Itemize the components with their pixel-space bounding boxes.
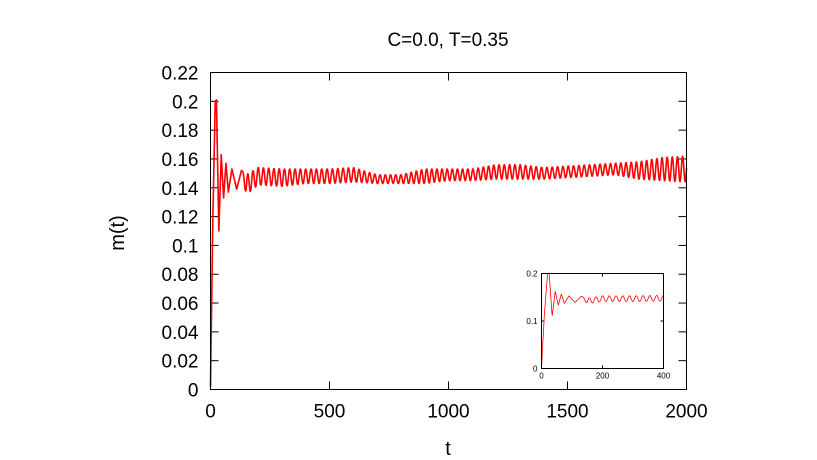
inset-series-line-0 [541,272,664,368]
main-y-tick-label: 0.1 [172,236,198,257]
inset-x-tick-label: 0 [539,372,544,381]
main-plot-frame [210,72,687,390]
inset-plot-series [541,272,664,368]
main-y-tick-label: 0.02 [162,352,199,373]
main-y-tick-label: 0.16 [162,150,199,171]
inset-background [541,273,663,368]
inset-y-tick-label: 0.2 [526,270,538,279]
main-y-tick-label: 0.08 [162,265,199,286]
main-axis-ticks: 0 500 1000 1500 200000.020.040.060.080.10.12… [162,64,708,423]
main-y-tick-label: 0.22 [162,64,199,85]
inset-plot-frame [541,273,664,369]
x-axis-label: t [445,438,451,460]
main-x-tick-label: 500 [314,402,346,423]
main-y-tick-label: 0.06 [162,294,199,315]
main-y-tick-label: 0.2 [172,92,198,113]
main-x-tick-label: 1000 [427,402,469,423]
main-y-tick-label: 0.04 [162,323,199,344]
inset-x-tick-label: 200 [596,372,610,381]
y-axis-label: m(t) [107,215,129,251]
main-plot-series [209,99,688,387]
inset-y-tick-label: 0 [533,365,538,374]
main-y-tick-label: 0.14 [162,179,199,200]
main-y-tick-label: 0.18 [162,121,199,142]
main-series-line-0 [209,99,688,387]
main-y-tick-label: 0 [188,381,199,402]
main-x-tick-label: 1500 [546,402,588,423]
main-x-tick-label: 0 [205,402,216,423]
chart-title: C=0.0, T=0.35 [387,30,508,51]
inset-y-tick-label: 0.1 [526,317,538,326]
main-y-tick-label: 0.12 [162,208,199,229]
inset-chart: 0 200 400 0 0.1 0.2 [526,270,670,381]
main-x-tick-label: 2000 [665,402,707,423]
inset-x-tick-label: 400 [657,372,671,381]
